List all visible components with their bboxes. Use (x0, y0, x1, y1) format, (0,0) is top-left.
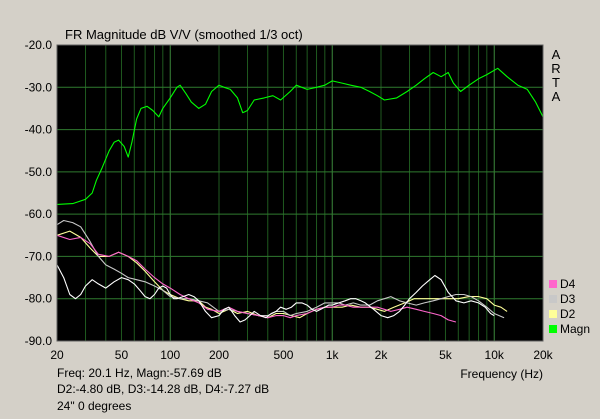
y-tick-label: -50.0 (25, 165, 53, 179)
legend-swatch (549, 310, 557, 318)
brand-letter: A (551, 47, 561, 62)
series-unlabeled-line (56, 264, 495, 323)
brand-letter: T (552, 75, 560, 90)
y-tick-label: -70.0 (25, 249, 53, 263)
y-tick-label: -90.0 (25, 334, 53, 348)
x-tick-label: 500 (273, 348, 293, 362)
series-d2-line (56, 230, 508, 319)
plot-border (56, 44, 544, 342)
x-tick-label: 20k (533, 348, 553, 362)
x-tick-label: 2k (375, 348, 389, 362)
chart-title: FR Magnitude dB V/V (smoothed 1/3 oct) (65, 27, 303, 42)
legend-swatch (549, 280, 557, 288)
difference-readout: D2:-4.80 dB, D3:-14.28 dB, D4:-7.27 dB (57, 382, 270, 396)
legend-label: Magn (560, 322, 590, 336)
y-tick-label: -20.0 (25, 38, 53, 52)
series-lines (56, 67, 544, 323)
measurement-note: 24" 0 degrees (57, 399, 132, 413)
x-tick-label: 5k (439, 348, 453, 362)
cursor-readout: Freq: 20.1 Hz, Magn:-57.69 dB (57, 366, 222, 380)
x-tick-label: 50 (115, 348, 129, 362)
x-tick-label: 200 (209, 348, 229, 362)
brand-letter: A (551, 89, 561, 104)
x-axis-label: Frequency (Hz) (460, 367, 543, 381)
plot-area[interactable] (57, 45, 543, 341)
x-axis-tick-labels: 20 50 100 200 500 1k 2k 5k 10k 20k (50, 348, 553, 362)
y-tick-label: -30.0 (25, 80, 53, 94)
y-tick-label: -40.0 (25, 123, 53, 137)
legend-swatch (549, 295, 557, 303)
legend-label: D2 (560, 307, 576, 321)
x-tick-label: 1k (326, 348, 340, 362)
y-tick-label: -60.0 (25, 207, 53, 221)
series-d4-line (56, 234, 457, 323)
series-magn-line (56, 67, 544, 205)
y-tick-label: -80.0 (25, 292, 53, 306)
legend-label: D4 (560, 277, 576, 291)
x-tick-label: 100 (160, 348, 180, 362)
x-tick-label: 20 (50, 348, 64, 362)
legend-label: D3 (560, 292, 576, 306)
x-tick-label: 10k (485, 348, 505, 362)
series-d3-line (56, 219, 505, 319)
brand-letter: R (551, 61, 561, 76)
legend-swatch (549, 325, 557, 333)
y-axis-tick-labels: -20.0 -30.0 -40.0 -50.0 -60.0 -70.0 -80.0 -90.0 (25, 38, 53, 348)
